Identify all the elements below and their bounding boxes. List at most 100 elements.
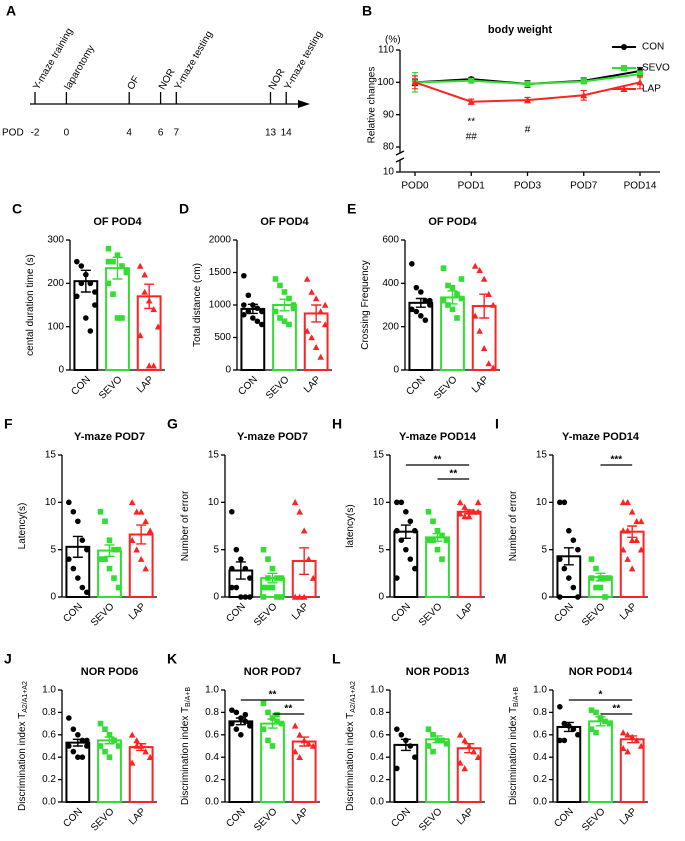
point xyxy=(83,315,89,321)
error-bar xyxy=(460,509,479,515)
point xyxy=(619,499,627,506)
point xyxy=(468,77,475,84)
bar xyxy=(272,304,297,371)
x-tick-label: POD1 xyxy=(458,181,486,192)
point xyxy=(300,593,308,600)
point xyxy=(440,265,447,271)
y-tick-label: 0.2 xyxy=(533,774,547,785)
point xyxy=(412,565,418,572)
point xyxy=(588,575,595,581)
bar xyxy=(393,530,419,598)
y-tick-label: 10 xyxy=(45,497,57,508)
y-tick-label: 0.4 xyxy=(205,752,219,763)
point xyxy=(620,85,628,92)
point xyxy=(260,700,267,707)
y-axis-label-main: cental duration time (s) xyxy=(25,254,36,356)
point xyxy=(84,743,90,749)
annotation: ## xyxy=(466,132,478,143)
point xyxy=(312,295,320,302)
significance-label: ** xyxy=(434,455,442,466)
point xyxy=(430,748,436,755)
panel-letter: F xyxy=(4,416,13,432)
point xyxy=(106,754,113,760)
y-tick-label: 1.0 xyxy=(205,685,219,696)
point xyxy=(524,80,531,87)
point xyxy=(106,732,113,738)
significance-label: *** xyxy=(610,455,622,466)
point xyxy=(291,593,299,600)
point xyxy=(70,509,77,515)
y-axis-label-main: Discrimination index T xyxy=(17,713,28,811)
point xyxy=(575,732,581,738)
y-axis-label-main: Crossing Frequency xyxy=(360,260,371,349)
significance-label: ** xyxy=(284,704,292,715)
point xyxy=(312,343,320,351)
point xyxy=(106,565,113,572)
point xyxy=(418,313,424,319)
point xyxy=(597,584,604,591)
x-tick-label: SEVO xyxy=(264,374,292,402)
y-tick-label: 0.4 xyxy=(42,752,56,763)
y-axis-label: Crossing Frequency xyxy=(360,260,371,349)
point xyxy=(305,740,312,747)
x-tick-label: LAP xyxy=(455,806,476,827)
error-bar xyxy=(443,290,462,305)
point xyxy=(115,743,122,749)
y-tick-label: 0.6 xyxy=(370,729,384,740)
point xyxy=(296,731,303,738)
y-tick-label: 0.8 xyxy=(370,707,384,718)
y-axis-label-sub: A2/A1+A2 xyxy=(350,681,357,713)
panel-letter: B xyxy=(362,3,372,19)
point xyxy=(439,532,445,539)
point xyxy=(106,537,113,543)
point xyxy=(254,318,261,325)
point xyxy=(105,258,112,265)
x-tick-label: LAP xyxy=(618,601,639,622)
point xyxy=(265,556,271,562)
arrow-head xyxy=(298,100,310,108)
y-axis-label: Total distance (cm) xyxy=(192,263,203,347)
y-tick-label: 110 xyxy=(378,45,394,56)
point xyxy=(291,499,299,506)
point xyxy=(66,715,72,721)
significance-label: ** xyxy=(612,704,620,715)
y-tick-label: 80 xyxy=(383,142,395,153)
point xyxy=(137,508,145,515)
x-tick-label: LAP xyxy=(290,601,311,622)
error-bar xyxy=(231,717,250,726)
point xyxy=(394,765,400,772)
x-tick-label: LAP xyxy=(127,601,148,622)
y-tick-label: 0.0 xyxy=(533,797,547,808)
point xyxy=(624,499,631,506)
y-tick-label: 15 xyxy=(45,450,57,461)
x-tick-label: POD3 xyxy=(514,181,542,192)
point xyxy=(110,291,116,297)
y-tick-label: 15 xyxy=(536,450,548,461)
point xyxy=(229,720,235,727)
error-bar xyxy=(460,743,479,754)
chart-title: NOR POD7 xyxy=(244,666,301,678)
point xyxy=(557,499,563,506)
y-tick-label: 10 xyxy=(383,167,395,178)
y-tick-label: 0.0 xyxy=(205,797,219,808)
point xyxy=(480,275,488,282)
bar xyxy=(456,510,482,598)
point xyxy=(637,742,645,749)
y-axis-label: Latency(s) xyxy=(17,503,28,550)
x-tick-label: SEVO xyxy=(417,806,445,834)
point xyxy=(407,556,414,562)
point xyxy=(269,565,276,572)
chart-title: NOR POD6 xyxy=(81,666,138,678)
x-tick-label: CON xyxy=(552,601,576,625)
point xyxy=(575,546,581,553)
point xyxy=(621,65,627,71)
y-axis-label-main: Discrimination index T xyxy=(180,707,191,805)
error-bar xyxy=(132,743,151,752)
chart-title: OF POD4 xyxy=(260,216,309,228)
point xyxy=(449,306,456,313)
point xyxy=(602,594,608,600)
point xyxy=(286,321,292,328)
point xyxy=(233,709,240,716)
y-tick-label: 5 xyxy=(541,544,547,555)
error-bar xyxy=(68,535,87,558)
